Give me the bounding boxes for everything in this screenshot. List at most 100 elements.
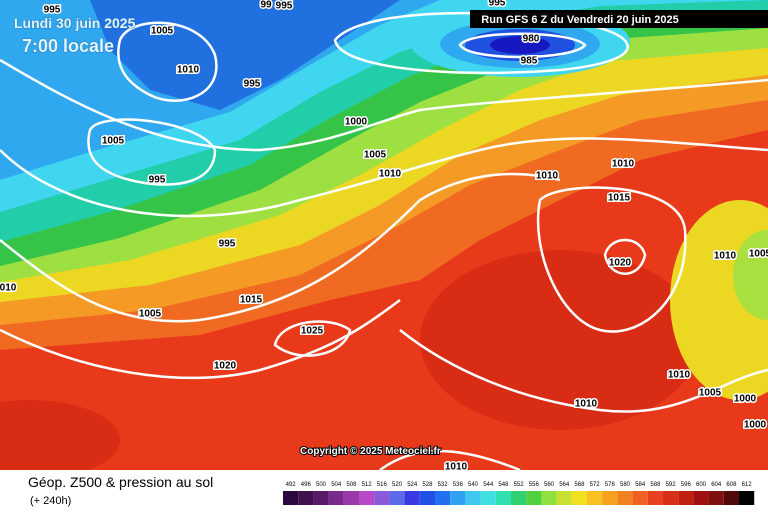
colorbar-swatch bbox=[571, 491, 587, 505]
colorbar-swatch bbox=[663, 491, 679, 505]
colorbar-swatch bbox=[602, 491, 618, 505]
colorbar-label: 608 bbox=[726, 482, 737, 488]
isobar-label: 1010 bbox=[714, 251, 737, 262]
colorbar-swatch bbox=[465, 491, 481, 505]
isobar-label: 995 bbox=[276, 1, 293, 12]
isobar-label: 1015 bbox=[240, 295, 263, 306]
colorbar-label: 528 bbox=[422, 482, 433, 488]
colorbar-label: 548 bbox=[498, 482, 509, 488]
field-band bbox=[733, 230, 768, 320]
isobar-label: 1025 bbox=[301, 326, 324, 337]
colorbar-swatch bbox=[511, 491, 527, 505]
colorbar-swatch bbox=[541, 491, 557, 505]
colorbar-swatch bbox=[708, 491, 724, 505]
colorbar-swatch bbox=[526, 491, 542, 505]
colorbar-swatch bbox=[374, 491, 390, 505]
colorbar-label: 576 bbox=[605, 482, 616, 488]
date: Lundi 30 juin 2025 bbox=[14, 15, 136, 31]
isobar-label: 995 bbox=[219, 239, 236, 250]
field bbox=[0, 0, 768, 470]
isobar-label: 1010 bbox=[536, 171, 559, 182]
colorbar-label: 600 bbox=[696, 482, 707, 488]
colorbar-swatch bbox=[723, 491, 739, 505]
colorbar-swatch bbox=[389, 491, 405, 505]
isobar-label: 995 bbox=[244, 79, 261, 90]
isobar-label: 99 bbox=[260, 0, 272, 11]
isobar-label: 1005 bbox=[699, 388, 722, 399]
colorbar-swatch bbox=[359, 491, 375, 505]
isobar-label: 1010 bbox=[177, 65, 200, 76]
colorbar-swatch bbox=[313, 491, 329, 505]
isobar-label: 1005 bbox=[364, 150, 387, 161]
colorbar-swatch bbox=[556, 491, 572, 505]
colorbar-label: 612 bbox=[742, 482, 753, 488]
colorbar-label: 516 bbox=[377, 482, 388, 488]
colorbar-label: 500 bbox=[316, 482, 327, 488]
footer-lead: (+ 240h) bbox=[30, 495, 71, 507]
isobar bbox=[399, 329, 768, 413]
isobar bbox=[536, 186, 687, 333]
colorbar-label: 492 bbox=[286, 482, 297, 488]
isobar-labels: 995 99 995 995 1005 1010 995 1005 995 995 1000 1005… bbox=[0, 0, 768, 474]
isobar-label: 1005 bbox=[139, 309, 162, 320]
isobar-label: 995 bbox=[489, 0, 506, 9]
isobar bbox=[458, 32, 587, 59]
colorbar-label: 560 bbox=[544, 482, 555, 488]
colorbar-label: 544 bbox=[483, 482, 494, 488]
isobar bbox=[117, 21, 218, 102]
colorbar-swatch bbox=[678, 491, 694, 505]
colorbar-label: 552 bbox=[514, 482, 525, 488]
isobar-label: 1020 bbox=[214, 361, 237, 372]
colorbar-swatch bbox=[632, 491, 648, 505]
colorbar-swatch bbox=[404, 491, 420, 505]
colorbar-label: 520 bbox=[392, 482, 403, 488]
isobar-label: 1010 bbox=[668, 370, 691, 381]
colorbar-label: 592 bbox=[666, 482, 677, 488]
isobar-label: 995 bbox=[44, 5, 61, 16]
isobar-label: 1010 bbox=[445, 462, 468, 473]
isobar bbox=[0, 58, 768, 152]
colorbar-label: 504 bbox=[331, 482, 342, 488]
isobar-label: 1015 bbox=[608, 193, 631, 204]
isobar-label: 1010 bbox=[575, 399, 598, 410]
colorbar-label: 596 bbox=[681, 482, 692, 488]
colorbar-swatch bbox=[419, 491, 435, 505]
isobar bbox=[379, 449, 521, 470]
isobar bbox=[0, 298, 401, 380]
isobar-label: 1000 bbox=[734, 394, 757, 405]
field-band bbox=[90, 0, 400, 110]
isobar-label: 1000 bbox=[744, 420, 767, 431]
isobar bbox=[0, 137, 768, 218]
colorbar-label: 532 bbox=[438, 482, 449, 488]
colorbar-label: 536 bbox=[453, 482, 464, 488]
field-band bbox=[420, 250, 700, 430]
isobar-label: 1010 bbox=[612, 159, 635, 170]
colorbar-label: 540 bbox=[468, 482, 479, 488]
colorbar-swatch bbox=[450, 491, 466, 505]
colorbar-label: 604 bbox=[711, 482, 722, 488]
isobar bbox=[603, 238, 647, 275]
isobar-label: 1020 bbox=[609, 258, 632, 269]
colorbar-swatch bbox=[647, 491, 663, 505]
isobar bbox=[333, 11, 629, 75]
colorbar-swatch bbox=[283, 491, 299, 505]
isobar bbox=[87, 118, 217, 186]
isobar-label: 985 bbox=[521, 56, 538, 67]
isobar-label: 010 bbox=[0, 283, 17, 294]
isobar-label: 980 bbox=[523, 34, 540, 45]
colorbar-swatch bbox=[693, 491, 709, 505]
colorbar-label: 580 bbox=[620, 482, 631, 488]
colorbar-label: 584 bbox=[635, 482, 646, 488]
isobar-label: 1005 bbox=[151, 26, 174, 37]
colorbar-swatch bbox=[495, 491, 511, 505]
colorbar: 492 496 500 504 508 512 516 520 524 528 532 536 540 5… bbox=[283, 482, 755, 505]
run-title: Run GFS 6 Z du Vendredi 20 juin 2025 bbox=[481, 14, 678, 26]
copyright: Copyright © 2025 Meteociel.fr bbox=[300, 446, 441, 457]
colorbar-label: 564 bbox=[559, 482, 570, 488]
isobar-label: 1000 bbox=[345, 117, 368, 128]
colorbar-label: 556 bbox=[529, 482, 540, 488]
colorbar-label: 572 bbox=[590, 482, 601, 488]
colorbar-label: 508 bbox=[346, 482, 357, 488]
isobar-label: 1005 bbox=[102, 136, 125, 147]
